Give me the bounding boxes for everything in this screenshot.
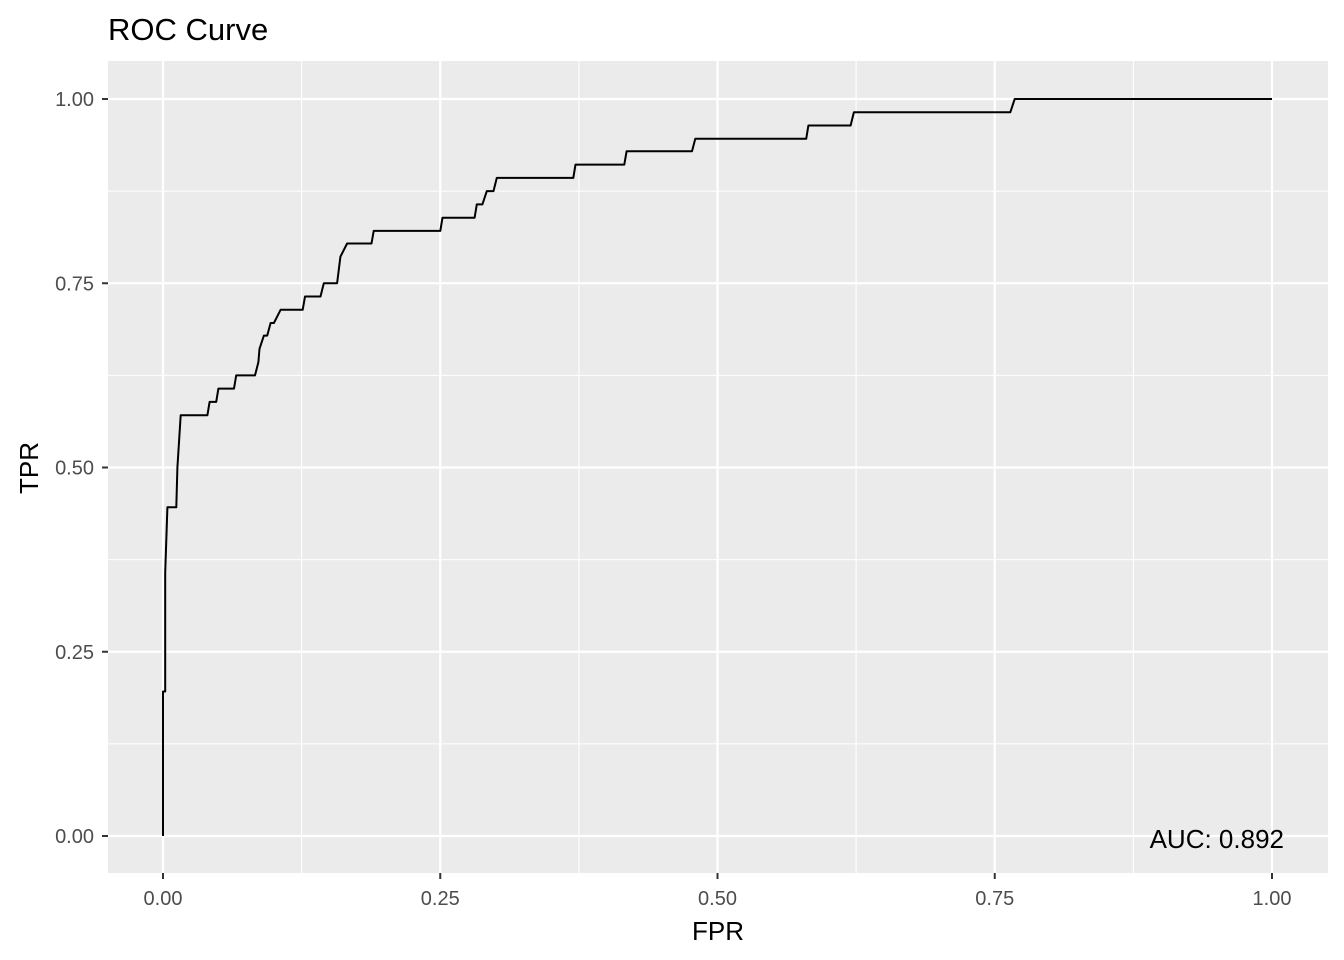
- roc-curve-line: [162, 98, 1272, 836]
- y-axis-ticks: 0.00 0.25 0.50 0.75 1.00: [55, 89, 108, 848]
- y-tick-label: 1.00: [55, 89, 94, 111]
- x-tick-label: 0.25: [421, 888, 460, 910]
- y-tick-label: 0.25: [55, 642, 94, 664]
- x-tick-label: 1.00: [1253, 888, 1292, 910]
- x-axis-title: FPR: [692, 916, 744, 946]
- major-gridlines: [108, 61, 1328, 873]
- auc-annotation: AUC: 0.892: [1150, 824, 1284, 854]
- x-tick-label: 0.00: [144, 888, 183, 910]
- x-tick-label: 0.50: [698, 888, 737, 910]
- x-axis-ticks: 0.00 0.25 0.50 0.75 1.00: [144, 873, 1292, 910]
- x-tick-label: 0.75: [975, 888, 1014, 910]
- y-tick-label: 0.00: [55, 826, 94, 848]
- y-tick-label: 0.50: [55, 458, 94, 480]
- y-tick-label: 0.75: [55, 273, 94, 295]
- chart-title: ROC Curve: [108, 12, 268, 47]
- y-axis-title: TPR: [14, 442, 44, 494]
